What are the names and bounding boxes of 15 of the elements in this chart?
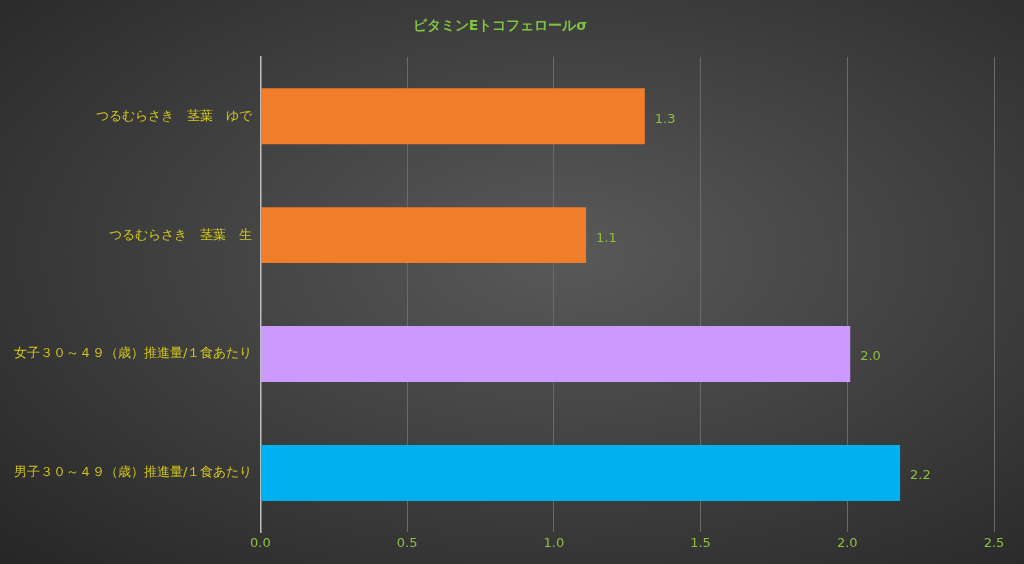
chart-title: ビタミンEトコフェロールσ bbox=[412, 17, 588, 34]
x-tick-label: 1.5 bbox=[690, 534, 711, 550]
data-label: 2.2 bbox=[910, 467, 931, 483]
data-label: 2.0 bbox=[860, 348, 881, 364]
x-tick-label: 2.5 bbox=[983, 534, 1005, 550]
data-label: 1.1 bbox=[596, 229, 617, 245]
data-label: 1.3 bbox=[654, 110, 676, 126]
y-tick-label: 男子３０～４９（歳）推進量/１食あたり bbox=[13, 464, 253, 480]
y-tick-label: つるむらさき 茎葉 ゆで bbox=[96, 107, 254, 123]
y-tick-label: つるむらさき 茎葉 生 bbox=[109, 226, 253, 242]
y-tick-label: 女子３０～４９（歳）推進量/１食あたり bbox=[13, 345, 253, 361]
x-tick-label: 0.5 bbox=[396, 534, 418, 550]
x-tick-label: 1.0 bbox=[543, 534, 565, 550]
x-tick-label: 0.0 bbox=[250, 534, 271, 550]
x-tick-label: 2.0 bbox=[836, 534, 858, 550]
